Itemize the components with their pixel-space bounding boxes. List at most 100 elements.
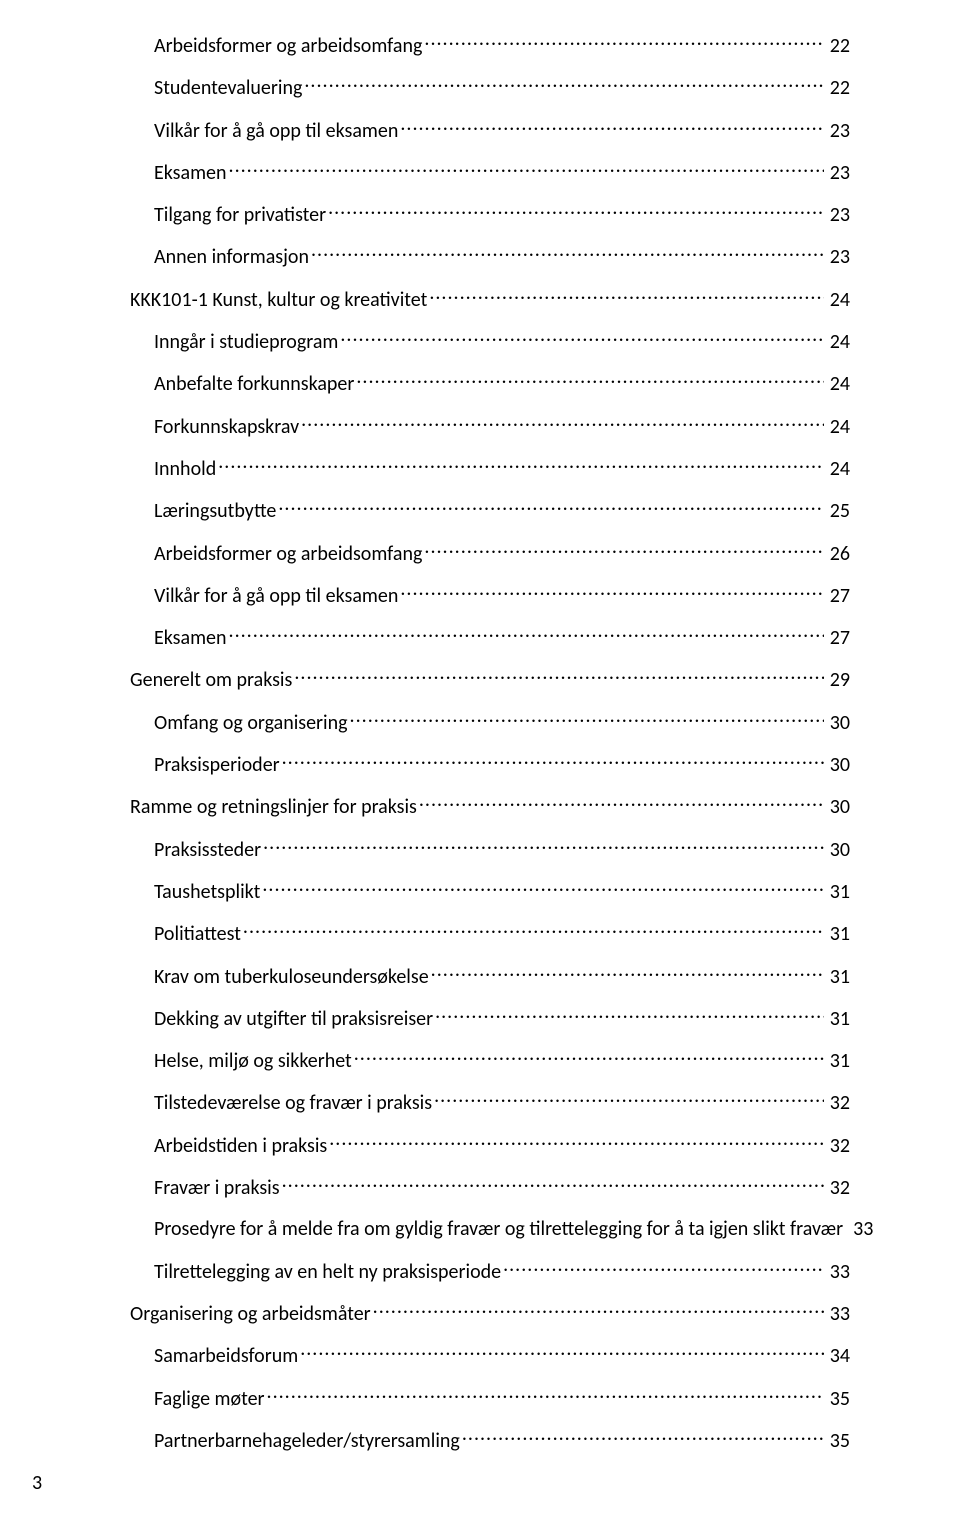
- toc-entry-page: 25: [826, 498, 850, 524]
- toc-leader-dots: [350, 709, 824, 729]
- toc-entry-label: Krav om tuberkuloseundersøkelse: [154, 964, 429, 990]
- toc-entry-page: 33: [826, 1259, 850, 1285]
- toc-entry-page: 30: [826, 837, 850, 863]
- toc-entry: Eksamen23: [130, 159, 850, 186]
- toc-entry-page: 24: [826, 456, 850, 482]
- toc-entry: Prosedyre for å melde fra om gyldig frav…: [130, 1216, 850, 1242]
- toc-entry: KKK101-1 Kunst, kultur og kreativitet24: [130, 286, 850, 313]
- toc-entry-page: 30: [826, 752, 850, 778]
- toc-entry-label: Eksamen: [154, 160, 227, 186]
- toc-entry-label: Eksamen: [154, 625, 227, 651]
- toc-entry-label: Praksisperioder: [154, 752, 280, 778]
- toc-entry-label: Læringsutbytte: [154, 498, 276, 524]
- toc-entry: Ramme og retningslinjer for praksis 30: [130, 793, 850, 820]
- toc-entry: Partnerbarnehageleder/styrersamling 35: [130, 1427, 850, 1454]
- toc-leader-dots: [300, 1342, 824, 1362]
- toc-leader-dots: [328, 201, 824, 221]
- toc-leader-dots: [294, 666, 823, 686]
- toc-entry-label: Vilkår for å gå opp til eksamen: [154, 118, 398, 144]
- toc-entry-page: 23: [826, 118, 850, 144]
- toc-entry-label: Ramme og retningslinjer for praksis: [130, 794, 417, 820]
- toc-entry-page: 22: [826, 75, 850, 101]
- toc-leader-dots: [301, 413, 824, 433]
- toc-leader-dots: [304, 74, 823, 94]
- toc-entry: Omfang og organisering30: [130, 709, 850, 736]
- toc-entry-label: Vilkår for å gå opp til eksamen: [154, 583, 398, 609]
- toc-entry-page: 24: [826, 414, 850, 440]
- toc-entry-page: 33: [849, 1216, 873, 1242]
- toc-entry-label: Arbeidsformer og arbeidsomfang: [154, 541, 422, 567]
- toc-entry: Fravær i praksis 32: [130, 1174, 850, 1201]
- toc-entry-page: 35: [826, 1386, 850, 1412]
- toc-entry-label: Prosedyre for å melde fra om gyldig frav…: [154, 1216, 843, 1242]
- toc-entry-page: 29: [826, 667, 850, 693]
- toc-entry: Helse, miljø og sikkerhet31: [130, 1047, 850, 1074]
- toc-entry-page: 27: [826, 583, 850, 609]
- toc-leader-dots: [435, 1005, 824, 1025]
- toc-entry-page: 30: [826, 710, 850, 736]
- toc-entry: Dekking av utgifter til praksisreiser31: [130, 1005, 850, 1032]
- toc-entry-page: 34: [826, 1343, 850, 1369]
- toc-entry-page: 27: [826, 625, 850, 651]
- page-number: 3: [32, 1471, 42, 1495]
- toc-entry-label: Organisering og arbeidsmåter: [130, 1301, 371, 1327]
- toc-entry-label: Praksissteder: [154, 837, 261, 863]
- toc-entry: Samarbeidsforum 34: [130, 1342, 850, 1369]
- toc-entry: Arbeidstiden i praksis 32: [130, 1132, 850, 1159]
- toc-leader-dots: [282, 1174, 824, 1194]
- toc-entry: Tilgang for privatister23: [130, 201, 850, 228]
- toc-entry-label: Innhold: [154, 456, 216, 482]
- toc-entry: Generelt om praksis 29: [130, 666, 850, 693]
- toc-leader-dots: [424, 540, 823, 560]
- toc-leader-dots: [419, 793, 824, 813]
- toc-entry: Krav om tuberkuloseundersøkelse31: [130, 963, 850, 990]
- document-page: Arbeidsformer og arbeidsomfang22Studente…: [0, 0, 960, 1519]
- toc-entry: Taushetsplikt 31: [130, 878, 850, 905]
- toc-entry-page: 32: [826, 1133, 850, 1159]
- toc-leader-dots: [400, 582, 823, 602]
- toc-entry-page: 32: [826, 1090, 850, 1116]
- toc-entry-page: 30: [826, 794, 850, 820]
- toc-entry-page: 26: [826, 541, 850, 567]
- toc-entry-page: 31: [826, 879, 850, 905]
- toc-leader-dots: [373, 1300, 824, 1320]
- toc-leader-dots: [263, 836, 824, 856]
- toc-entry: Studentevaluering 22: [130, 74, 850, 101]
- toc-entry-label: Studentevaluering: [154, 75, 302, 101]
- toc-entry: Forkunnskapskrav 24: [130, 413, 850, 440]
- toc-entry-label: KKK101-1 Kunst, kultur og kreativitet: [130, 287, 427, 313]
- toc-entry-label: Forkunnskapskrav: [154, 414, 299, 440]
- toc-entry-page: 31: [826, 921, 850, 947]
- toc-leader-dots: [356, 370, 823, 390]
- toc-leader-dots: [424, 32, 823, 52]
- toc-entry: Praksisperioder 30: [130, 751, 850, 778]
- toc-leader-dots: [431, 963, 824, 983]
- toc-entry-label: Partnerbarnehageleder/styrersamling: [154, 1428, 460, 1454]
- toc-entry: Innhold 24: [130, 455, 850, 482]
- toc-entry: Faglige møter35: [130, 1385, 850, 1412]
- toc-entry-label: Fravær i praksis: [154, 1175, 280, 1201]
- toc-leader-dots: [278, 497, 823, 517]
- toc-leader-dots: [329, 1132, 823, 1152]
- toc-entry: Arbeidsformer og arbeidsomfang 26: [130, 540, 850, 567]
- toc-entry-label: Samarbeidsforum: [154, 1343, 298, 1369]
- toc-entry: Politiattest31: [130, 920, 850, 947]
- toc-leader-dots: [282, 751, 824, 771]
- toc-entry: Anbefalte forkunnskaper24: [130, 370, 850, 397]
- toc-entry-page: 35: [826, 1428, 850, 1454]
- toc-leader-dots: [354, 1047, 824, 1067]
- toc-entry-label: Dekking av utgifter til praksisreiser: [154, 1006, 433, 1032]
- toc-entry-label: Helse, miljø og sikkerhet: [154, 1048, 352, 1074]
- toc-leader-dots: [429, 286, 823, 306]
- toc-entry-label: Generelt om praksis: [130, 667, 292, 693]
- toc-entry-page: 33: [826, 1301, 850, 1327]
- toc-entry-label: Tilgang for privatister: [154, 202, 326, 228]
- toc-entry-label: Arbeidstiden i praksis: [154, 1133, 327, 1159]
- toc-entry-page: 32: [826, 1175, 850, 1201]
- toc-entry-label: Taushetsplikt: [154, 879, 260, 905]
- toc-entry: Organisering og arbeidsmåter 33: [130, 1300, 850, 1327]
- toc-entry-page: 23: [826, 244, 850, 270]
- toc-leader-dots: [400, 117, 823, 137]
- toc-leader-dots: [229, 624, 824, 644]
- toc-entry-label: Tilrettelegging av en helt ny praksisper…: [154, 1259, 501, 1285]
